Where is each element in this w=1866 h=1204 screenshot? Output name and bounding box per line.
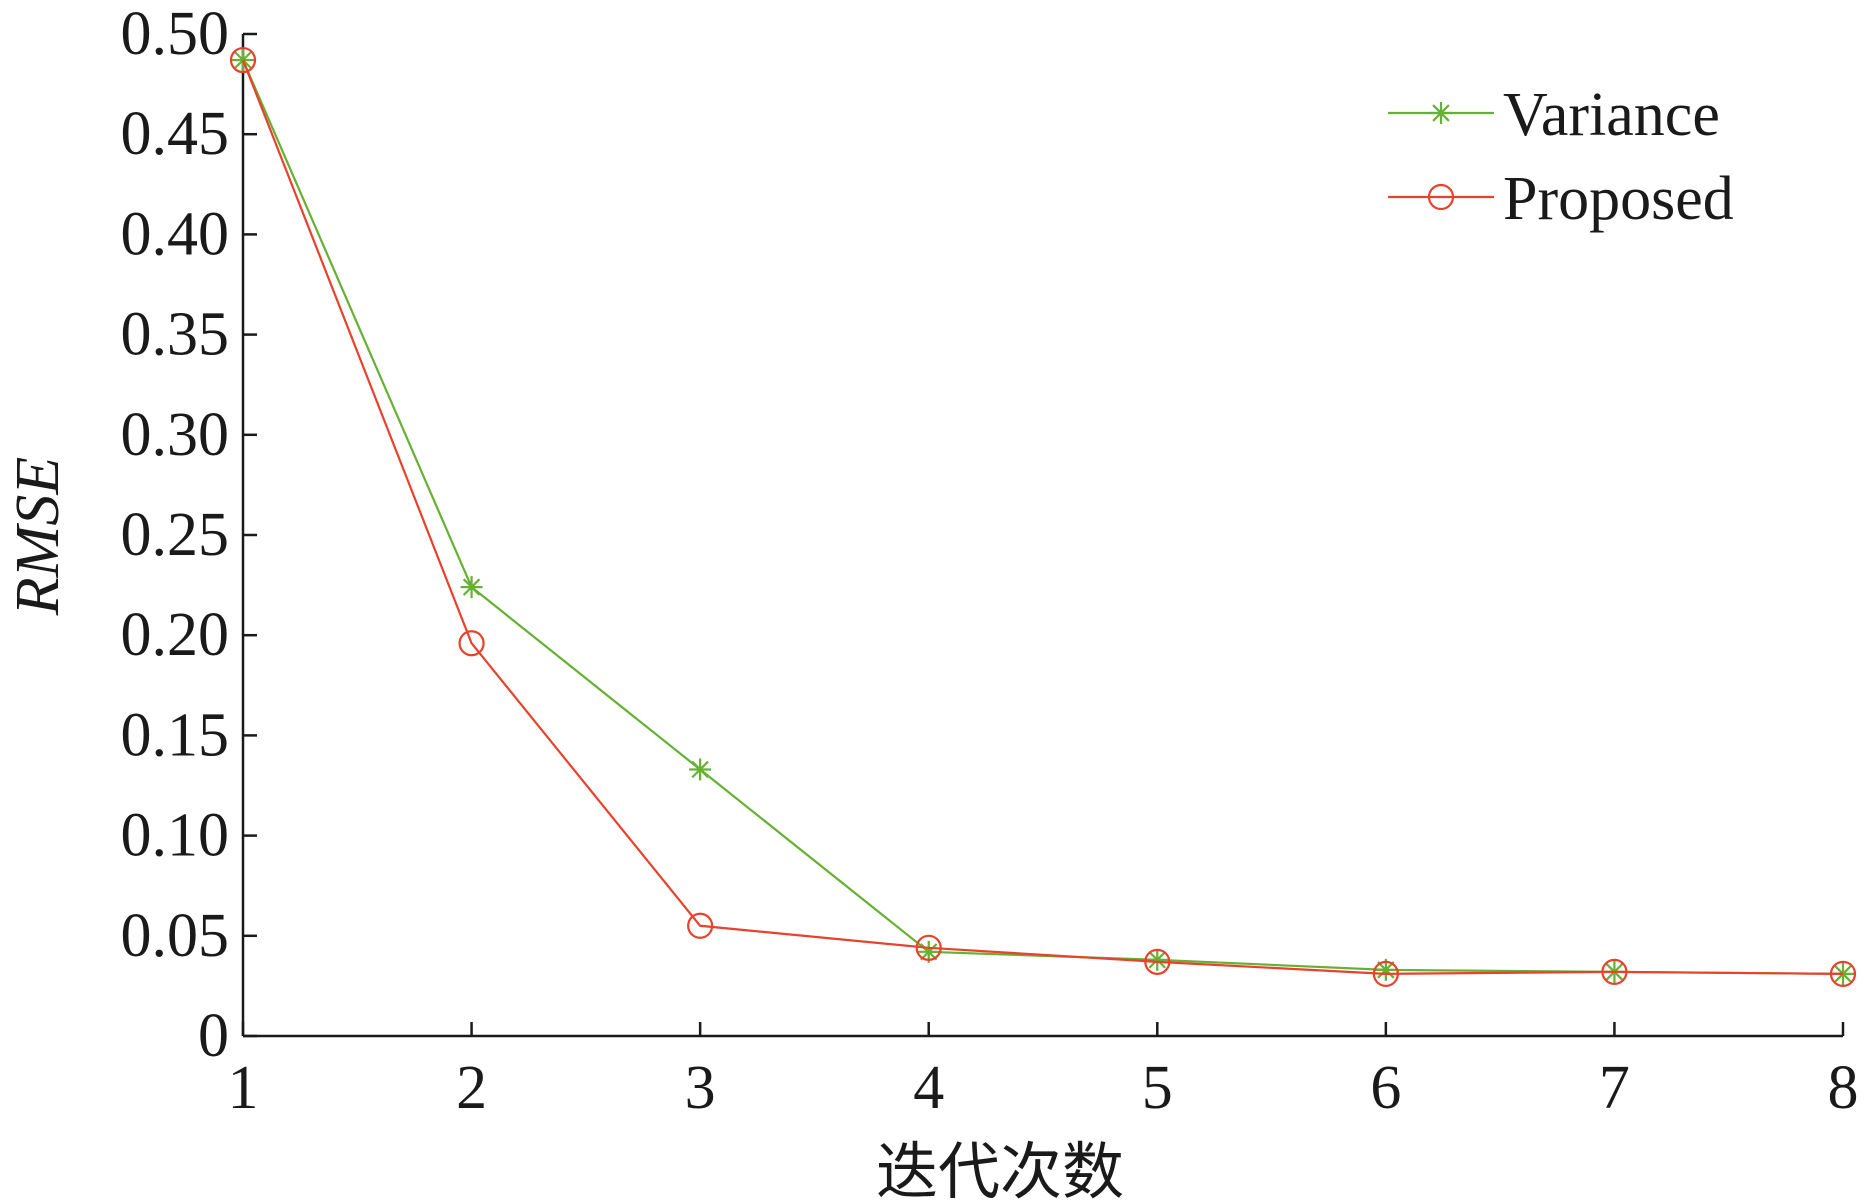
data-point-variance — [1374, 958, 1397, 981]
y-tick-label: 0.25 — [121, 501, 230, 569]
legend-label: Variance — [1503, 81, 1720, 149]
data-point-variance — [1146, 948, 1169, 971]
x-tick-label: 4 — [913, 1054, 944, 1122]
x-axis-ticks: 1 2 3 4 5 6 7 8 — [228, 1022, 1859, 1122]
y-tick-label: 0.45 — [121, 100, 230, 168]
y-tick-label: 0.20 — [121, 601, 230, 669]
y-tick-label: 0.50 — [121, 0, 230, 68]
x-tick-label: 8 — [1828, 1054, 1859, 1122]
data-point-variance — [689, 758, 712, 781]
y-axis-ticks: 0 0.05 0.10 0.15 0.20 0.25 0.30 0.35 0.40 0.45 0.5… — [121, 0, 257, 1070]
legend: Variance Proposed — [1388, 81, 1734, 233]
legend-item-variance: Variance — [1388, 81, 1720, 149]
data-point-proposed — [1829, 960, 1857, 987]
data-point-proposed — [1144, 948, 1171, 975]
legend-label: Proposed — [1503, 165, 1734, 233]
y-tick-label: 0.30 — [121, 401, 230, 469]
legend-marker — [1427, 183, 1455, 211]
data-point-proposed — [687, 912, 714, 939]
legend-marker — [1430, 102, 1452, 124]
x-tick-label: 5 — [1142, 1054, 1173, 1122]
x-tick-label: 1 — [228, 1054, 259, 1122]
x-tick-label: 2 — [456, 1054, 487, 1122]
x-tick-label: 6 — [1370, 1054, 1401, 1122]
data-point-variance — [460, 576, 483, 599]
y-tick-label: 0.10 — [121, 802, 230, 870]
x-axis-title: 迭代次数 — [876, 1139, 1124, 1204]
y-axis-title: RMSE — [4, 457, 72, 616]
series-layer — [229, 46, 1857, 987]
x-tick-label: 3 — [685, 1054, 716, 1122]
y-tick-label: 0.35 — [121, 301, 230, 369]
data-point-proposed — [229, 46, 257, 74]
data-point-proposed — [1372, 960, 1399, 987]
legend-item-proposed: Proposed — [1388, 165, 1734, 233]
y-tick-label: 0 — [198, 1002, 229, 1070]
series-line-proposed — [241, 59, 1844, 975]
y-tick-label: 0.05 — [121, 902, 230, 970]
y-tick-label: 0.40 — [121, 200, 230, 268]
x-tick-label: 7 — [1599, 1054, 1630, 1122]
data-point-proposed — [915, 934, 942, 961]
data-point-proposed — [458, 630, 485, 657]
series-proposed — [229, 46, 1857, 987]
y-tick-label: 0.15 — [121, 701, 230, 769]
data-point-proposed — [1601, 958, 1628, 985]
